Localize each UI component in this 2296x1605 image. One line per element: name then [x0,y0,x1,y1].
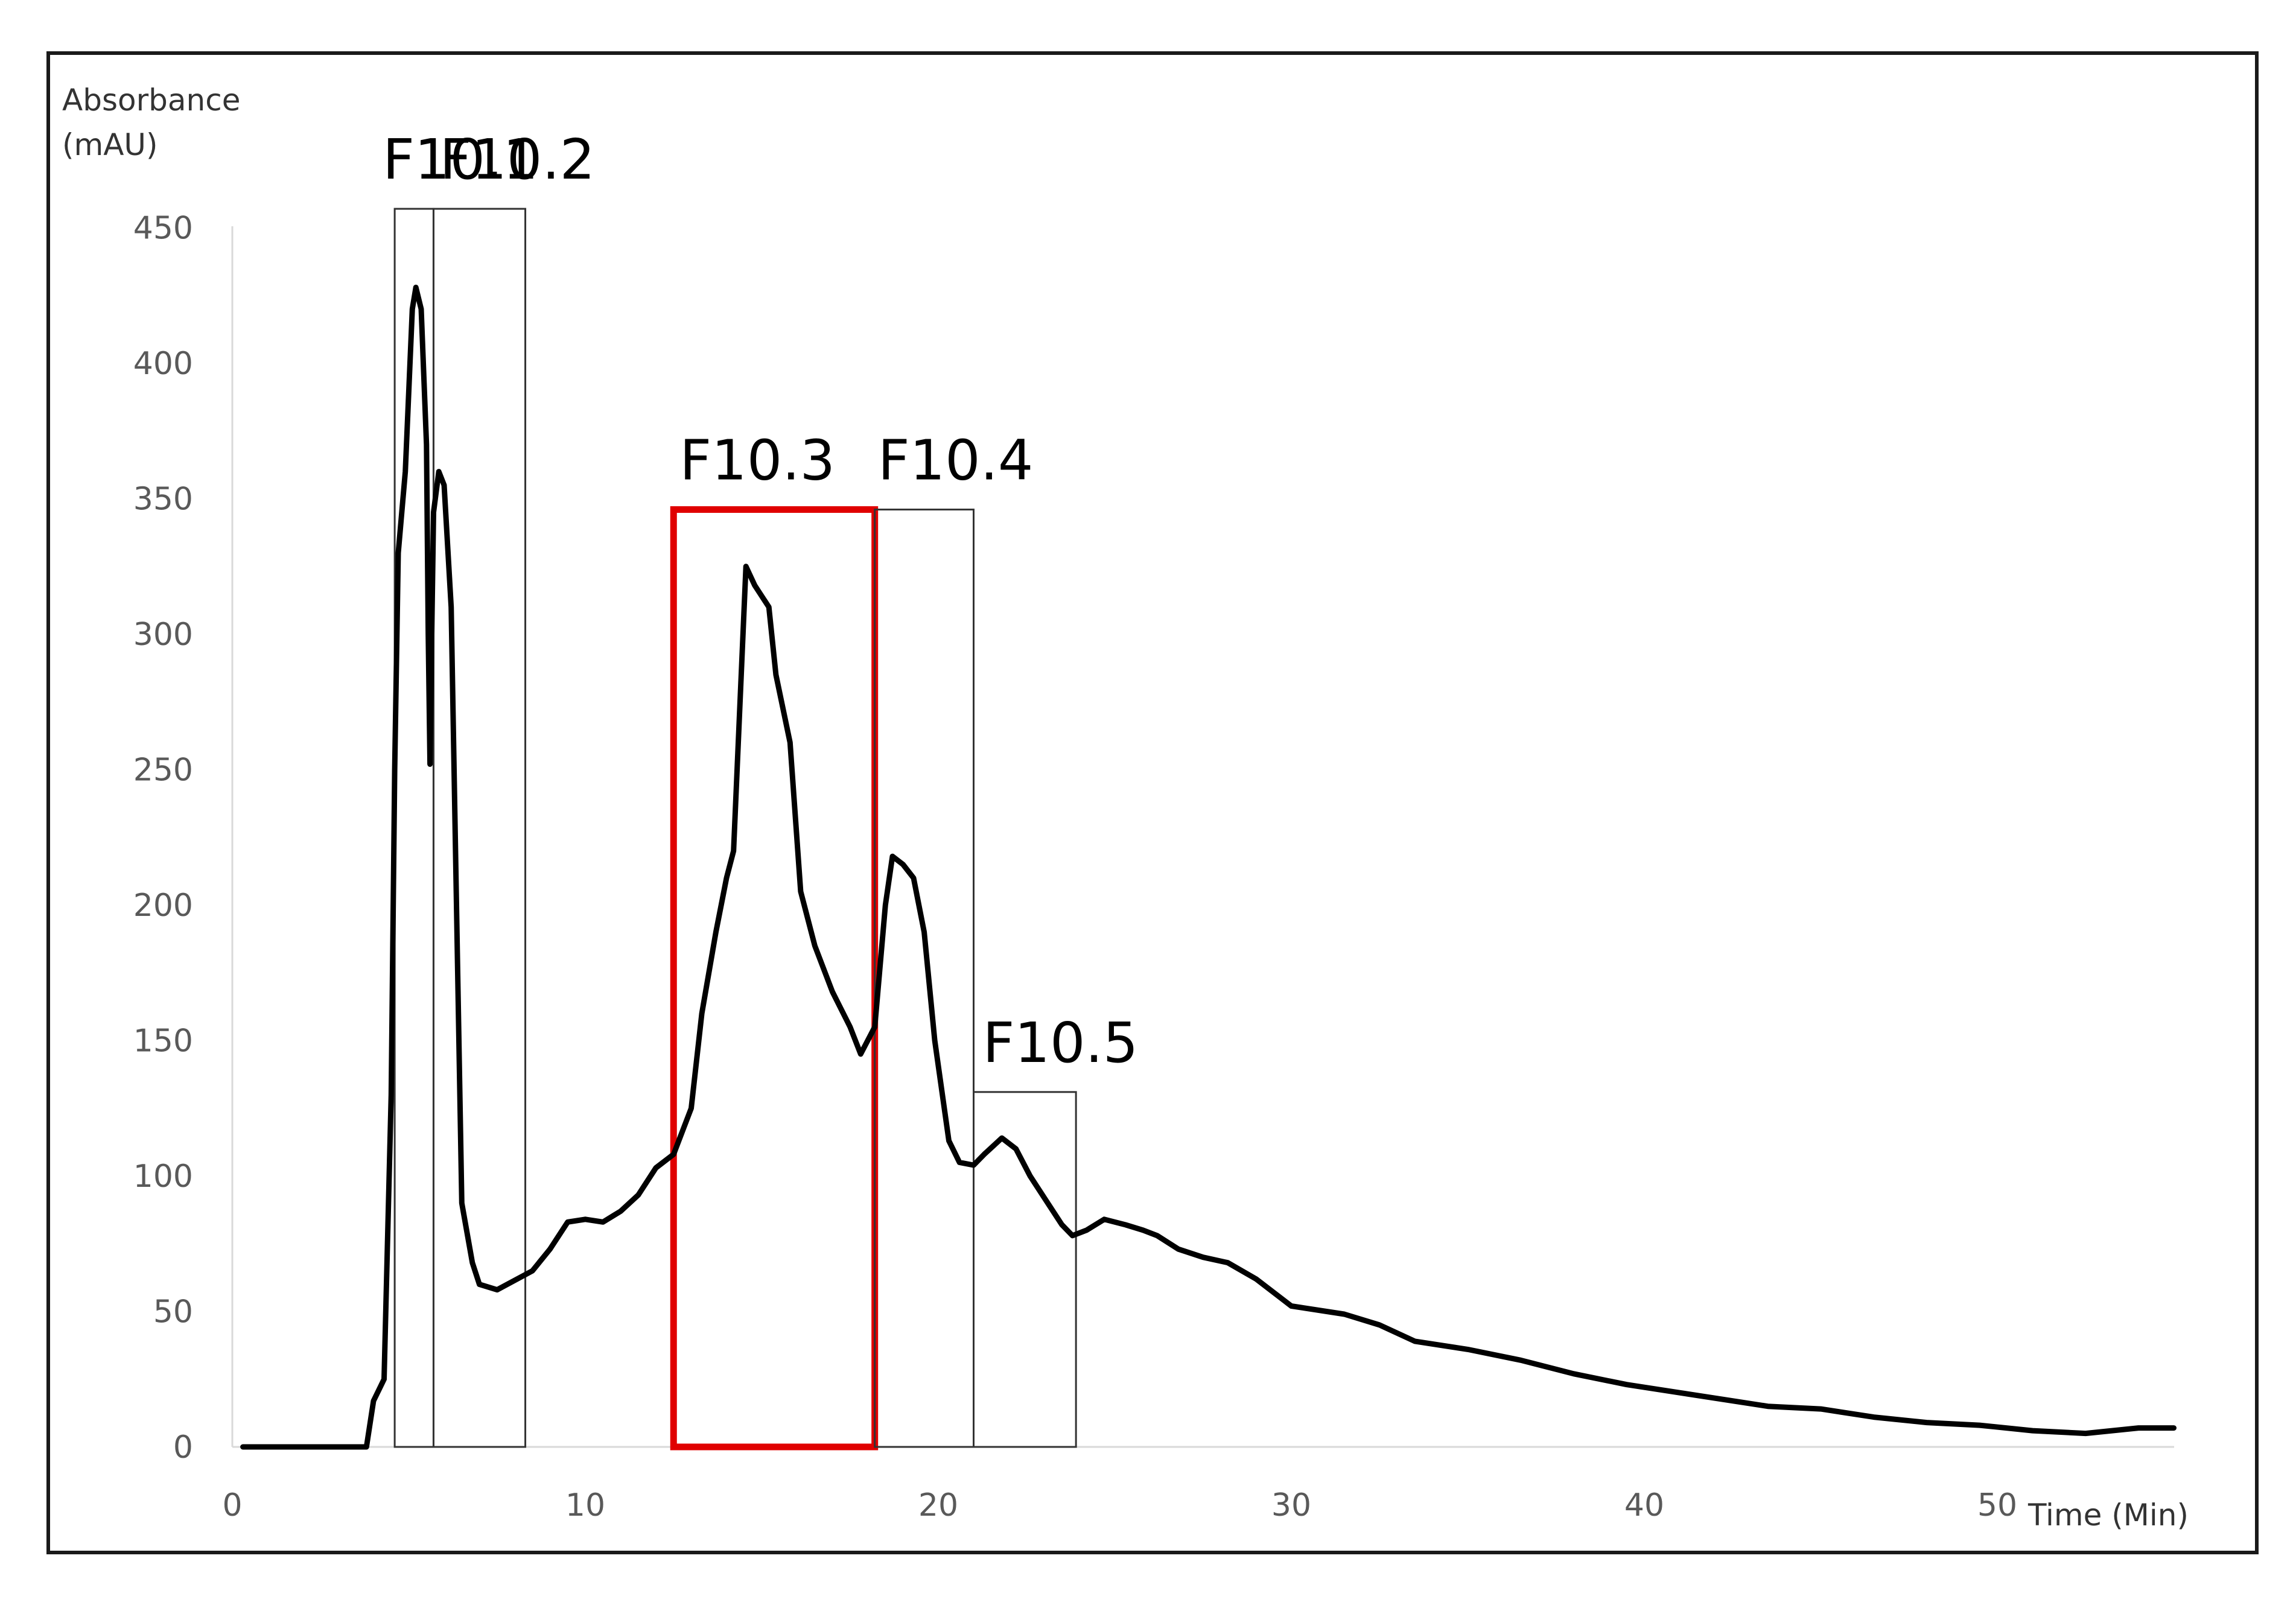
y-tick-label: 300 [133,617,193,653]
fraction-box [432,208,527,1448]
absorbance-trace [240,284,2177,1450]
fraction-box [393,208,434,1448]
fraction-label: F10.2 [439,127,595,192]
x-tick-label: 40 [1624,1487,1664,1524]
fraction-label: F10.4 [878,428,1034,492]
y-tick-label: 150 [133,1023,193,1060]
y-tick-label: 200 [133,888,193,924]
x-tick-label: 30 [1271,1487,1311,1524]
fraction-box [874,508,975,1448]
x-tick-label: 20 [918,1487,958,1524]
fraction-label: F10.1 [383,127,538,192]
x-tick-label: 0 [222,1487,242,1524]
chart-frame [46,51,2259,1554]
y-tick-label: 0 [173,1429,193,1466]
fraction-label: F10.5 [983,1011,1139,1075]
fraction-box [973,1091,1077,1448]
x-tick-label: 50 [1977,1487,2017,1524]
x-tick-labels: 0 10 20 30 40 50 [222,1487,2017,1524]
y-tick-label: 450 [133,211,193,247]
x-tick-label: 10 [565,1487,605,1524]
x-axis-title: Time (Min) [2027,1498,2189,1533]
y-tick-label: 250 [133,752,193,789]
y-tick-label: 350 [133,482,193,518]
y-axis-title-line1: Absorbance [62,83,240,118]
y-tick-label: 400 [133,346,193,382]
y-tick-label: 100 [133,1158,193,1195]
y-tick-label: 50 [153,1294,193,1330]
fraction-label: F10.3 [679,428,835,492]
y-tick-labels: 0 50 100 150 200 250 300 350 400 450 [133,211,193,1466]
y-axis-title-line2: (mAU) [62,127,158,162]
